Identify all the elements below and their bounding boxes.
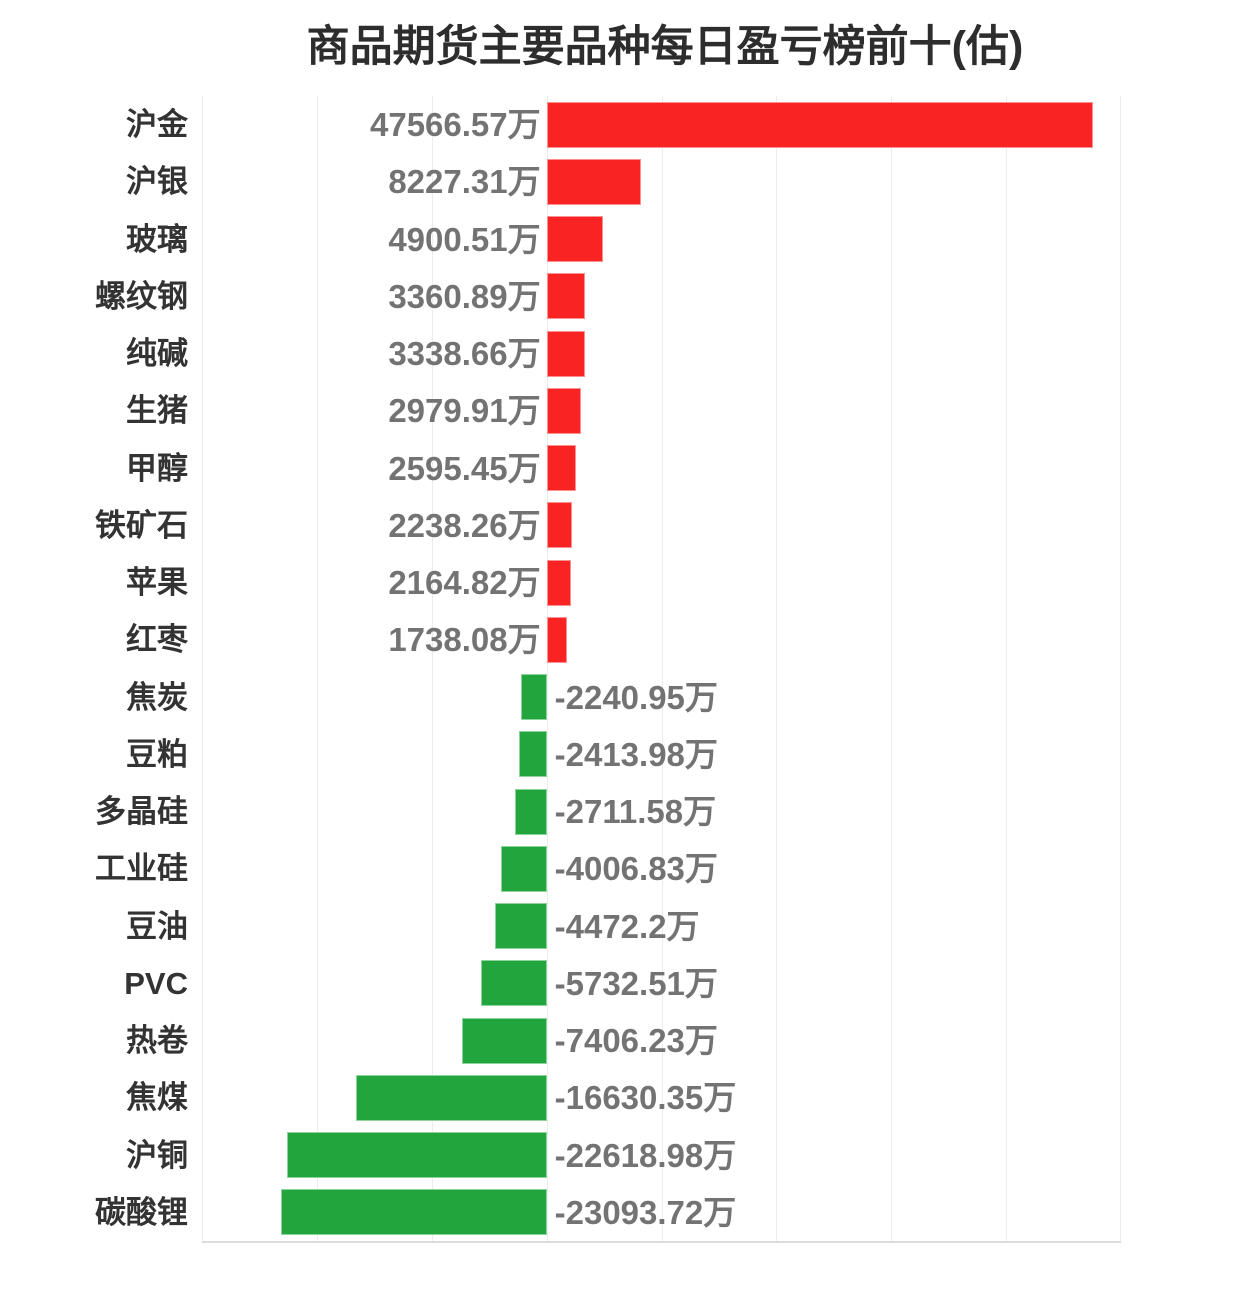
bar-positive bbox=[546, 445, 577, 492]
value-label: -4472.2万 bbox=[554, 907, 700, 945]
category-label: 豆粕 bbox=[126, 736, 188, 772]
bar-negative bbox=[355, 1074, 547, 1121]
bar-positive bbox=[546, 216, 603, 263]
gridline bbox=[1006, 96, 1008, 1241]
category-label: 铁矿石 bbox=[95, 507, 188, 543]
value-label: 8227.31万 bbox=[388, 163, 541, 201]
gridline bbox=[316, 96, 318, 1241]
value-label: 1738.08万 bbox=[388, 621, 541, 659]
category-label: 沪银 bbox=[126, 164, 188, 200]
category-label: 纯碱 bbox=[126, 336, 188, 371]
gridline bbox=[546, 96, 548, 1241]
bar-negative bbox=[520, 674, 547, 721]
value-label: 3360.89万 bbox=[388, 277, 541, 315]
bar-positive bbox=[546, 101, 1094, 148]
value-label: 4900.51万 bbox=[388, 220, 541, 258]
category-label: 碳酸锂 bbox=[95, 1194, 188, 1230]
bar-negative bbox=[515, 788, 547, 835]
gridline bbox=[431, 96, 433, 1241]
category-label: 焦炭 bbox=[126, 679, 188, 715]
chart-title: 商品期货主要品种每日盈亏榜前十(估) bbox=[306, 23, 1024, 71]
value-label: -4006.83万 bbox=[554, 850, 718, 888]
category-label: 热卷 bbox=[126, 1023, 188, 1058]
category-label: 豆油 bbox=[126, 908, 188, 944]
category-label: 工业硅 bbox=[95, 851, 188, 887]
category-label: 甲醇 bbox=[126, 450, 188, 486]
bar-positive bbox=[546, 387, 581, 434]
category-label: 红枣 bbox=[126, 622, 188, 658]
category-label: 苹果 bbox=[126, 565, 188, 600]
value-label: -2413.98万 bbox=[554, 735, 718, 773]
value-label: 47566.57万 bbox=[369, 106, 541, 143]
category-label: PVC bbox=[124, 965, 188, 1001]
category-label: 沪铜 bbox=[126, 1137, 188, 1173]
gridline bbox=[1120, 96, 1121, 1241]
category-label: 玻璃 bbox=[126, 221, 188, 257]
gridline bbox=[661, 96, 663, 1241]
bar-negative bbox=[281, 1189, 547, 1236]
value-label: -7406.23万 bbox=[554, 1022, 718, 1059]
value-label: -22618.98万 bbox=[554, 1136, 737, 1174]
value-label: 2979.91万 bbox=[388, 392, 541, 430]
bar-positive bbox=[546, 616, 567, 663]
category-label: 焦煤 bbox=[126, 1080, 188, 1116]
value-label: 2595.45万 bbox=[388, 449, 541, 487]
gridline bbox=[202, 96, 203, 1241]
plot-area bbox=[202, 96, 1121, 1243]
gridline bbox=[891, 96, 893, 1241]
value-label: -2711.58万 bbox=[554, 793, 717, 830]
bar-positive bbox=[546, 158, 642, 205]
category-label: 多晶硅 bbox=[95, 794, 188, 829]
category-label: 生猪 bbox=[126, 393, 188, 429]
bar-positive bbox=[546, 273, 586, 320]
bar-negative bbox=[286, 1132, 547, 1179]
value-label: -16630.35万 bbox=[554, 1079, 737, 1117]
bar-negative bbox=[518, 731, 547, 778]
bar-negative bbox=[480, 960, 547, 1007]
value-label: -23093.72万 bbox=[554, 1193, 737, 1231]
bar-negative bbox=[495, 903, 547, 950]
bar-positive bbox=[546, 330, 585, 377]
bar-positive bbox=[546, 559, 572, 606]
bar-negative bbox=[500, 845, 547, 892]
value-label: 2164.82万 bbox=[388, 564, 541, 601]
bar-positive bbox=[546, 502, 573, 549]
gridline bbox=[776, 96, 778, 1241]
category-label: 螺纹钢 bbox=[95, 278, 188, 314]
value-label: 3338.66万 bbox=[388, 335, 541, 372]
value-label: -5732.51万 bbox=[554, 964, 718, 1002]
value-label: 2238.26万 bbox=[388, 506, 541, 544]
value-label: -2240.95万 bbox=[554, 678, 718, 716]
category-label: 沪金 bbox=[126, 107, 188, 142]
bar-negative bbox=[461, 1017, 547, 1064]
